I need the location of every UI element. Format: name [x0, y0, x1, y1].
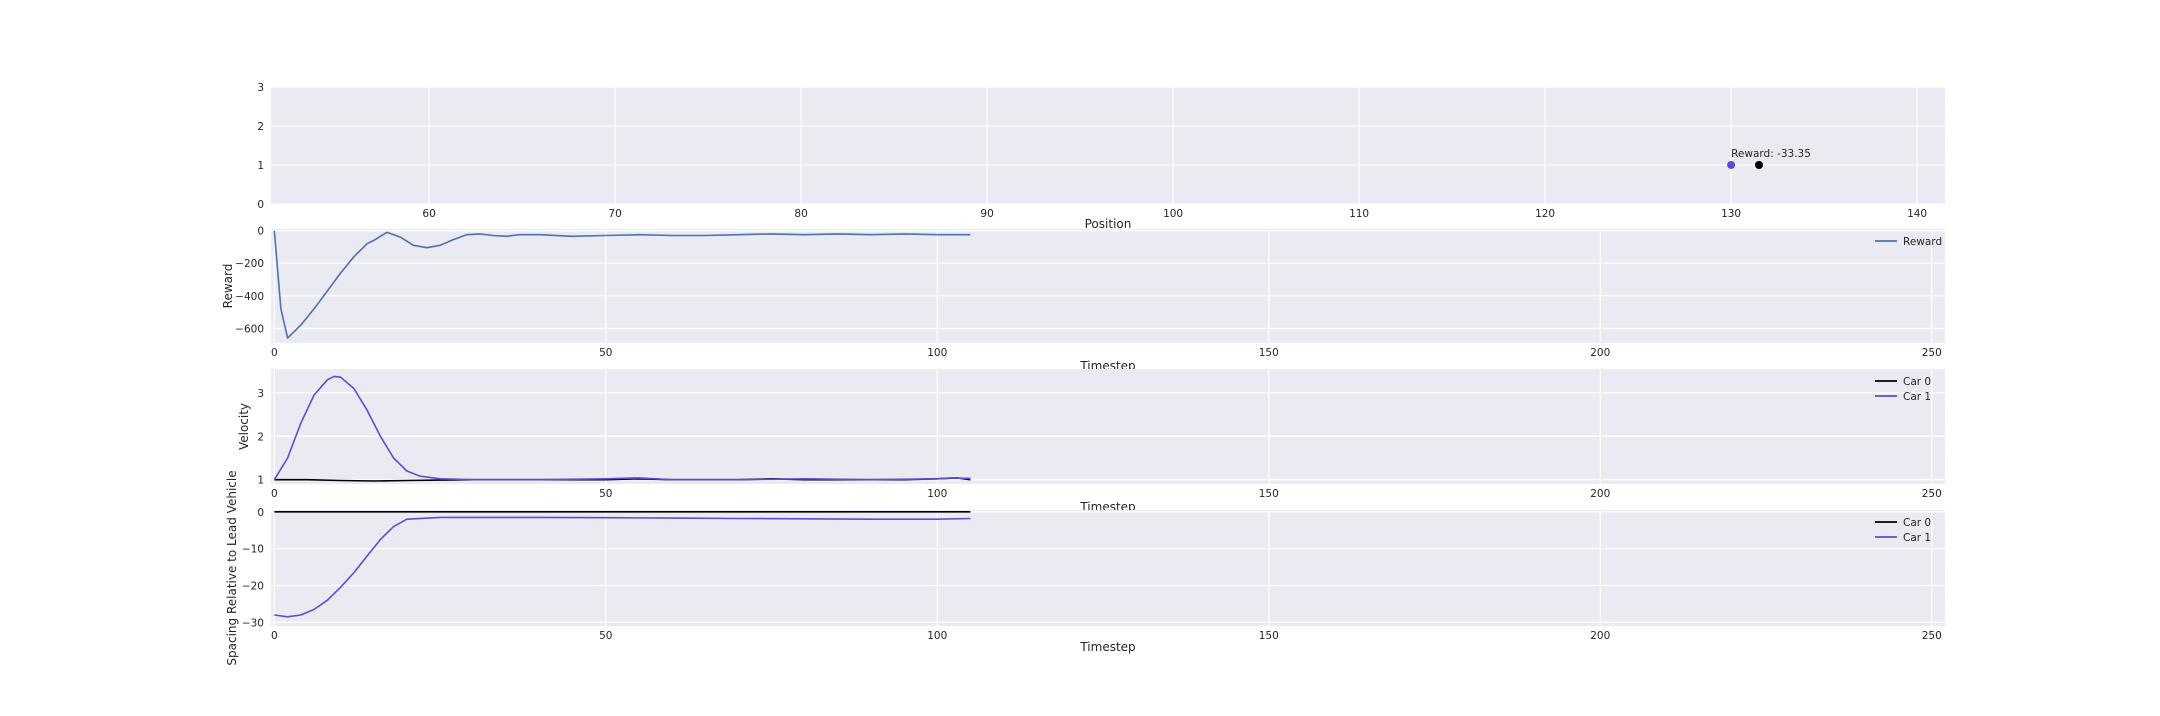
- y-axis-label: Spacing Relative to Lead Vehicle: [225, 470, 239, 665]
- x-tick-label: 150: [1259, 347, 1279, 359]
- x-tick-label: 50: [599, 347, 612, 359]
- x-axis-label: Timestep: [1079, 640, 1135, 654]
- legend-entry: Car 1: [1903, 391, 1931, 403]
- legend-entry: Car 1: [1903, 532, 1931, 544]
- y-tick-label: 1: [257, 475, 264, 487]
- x-tick-label: 200: [1590, 630, 1610, 642]
- panel-reward: 0 50 100 150 200 2500−200−400−600TimestepRewa…: [221, 226, 1945, 373]
- x-tick-label: 60: [422, 208, 435, 220]
- plot-area: [271, 510, 1945, 626]
- panel-spacing: 0 50 100 150 200 2500−10−20−30TimestepSpacing…: [225, 470, 1945, 666]
- x-tick-label: 150: [1259, 488, 1279, 500]
- panel-position: 60 70 80 90 100 110 120 130 140 0 1 2 3 Position Rewar…: [257, 82, 1945, 231]
- x-tick-label: 120: [1535, 208, 1555, 220]
- y-tick-label: 3: [257, 82, 264, 94]
- y-tick-label: 0: [257, 226, 264, 238]
- plot-area: [271, 87, 1945, 204]
- data-point: [1727, 161, 1736, 169]
- y-tick-label: 3: [257, 388, 264, 400]
- legend-entry: Car 0: [1903, 517, 1931, 529]
- x-tick-label: 100: [1163, 208, 1183, 220]
- plot-area: [271, 369, 1945, 484]
- x-tick-label: 50: [599, 630, 612, 642]
- legend-entry: Reward: [1903, 236, 1942, 248]
- y-tick-label: −20: [242, 580, 264, 592]
- x-tick-label: 100: [927, 347, 947, 359]
- x-tick-label: 0: [271, 347, 278, 359]
- legend-entry: Car 0: [1903, 376, 1931, 388]
- y-tick-label: 1: [257, 160, 264, 172]
- x-tick-label: 250: [1922, 488, 1942, 500]
- y-tick-label: 0: [257, 199, 264, 211]
- x-tick-label: 140: [1907, 208, 1927, 220]
- x-tick-label: 110: [1349, 208, 1369, 220]
- y-tick-label: −600: [235, 323, 264, 335]
- x-tick-label: 80: [794, 208, 807, 220]
- x-tick-label: 50: [599, 488, 612, 500]
- x-tick-label: 250: [1922, 630, 1942, 642]
- y-tick-label: 2: [257, 431, 264, 443]
- series-line-car-1: [273, 375, 971, 481]
- series-line-car-1: [274, 516, 971, 618]
- x-tick-label: 250: [1922, 347, 1942, 359]
- y-tick-label: −200: [235, 258, 264, 270]
- x-tick-label: 130: [1721, 208, 1741, 220]
- x-tick-label: 100: [927, 630, 947, 642]
- x-tick-label: 90: [980, 208, 993, 220]
- y-tick-label: −10: [242, 544, 264, 556]
- y-tick-label: −400: [235, 291, 264, 303]
- x-tick-label: 70: [608, 208, 621, 220]
- x-tick-label: 0: [271, 630, 278, 642]
- y-tick-label: 2: [257, 121, 264, 133]
- x-tick-label: 200: [1590, 488, 1610, 500]
- series-line-reward: [273, 230, 971, 339]
- x-tick-label: 150: [1259, 630, 1279, 642]
- x-tick-label: 200: [1590, 347, 1610, 359]
- y-axis-label: Reward: [221, 264, 235, 309]
- plot-area: [271, 229, 1945, 343]
- x-tick-label: 0: [271, 488, 278, 500]
- reward-annotation: Reward: -33.35: [1731, 148, 1811, 160]
- x-axis-label: Position: [1085, 217, 1132, 231]
- data-point: [1755, 161, 1763, 169]
- y-tick-label: 0: [257, 507, 264, 519]
- y-tick-label: −30: [242, 617, 264, 629]
- x-tick-label: 100: [927, 488, 947, 500]
- y-axis-label: Velocity: [237, 403, 251, 450]
